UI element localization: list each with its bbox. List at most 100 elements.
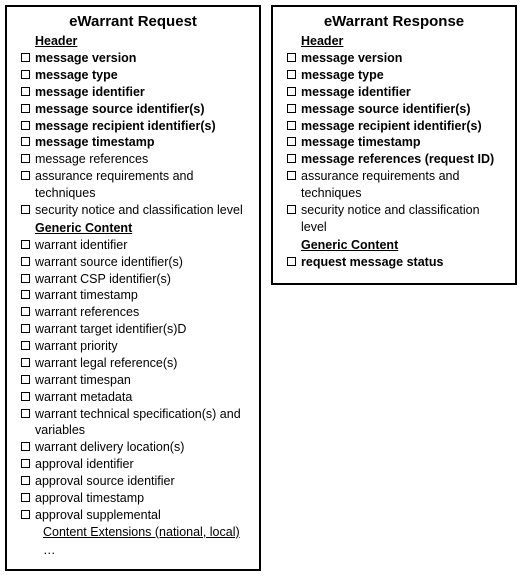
request-item-label: warrant source identifier(s) [35,254,251,271]
checkbox-icon [21,87,30,96]
response-item: message references (request ID) [287,151,507,168]
response-item-label: message identifier [301,84,507,101]
request-item: warrant technical specification(s) and v… [21,406,251,440]
request-item: approval supplemental [21,507,251,524]
response-item-label: request message status [301,254,507,271]
checkbox-icon [21,274,30,283]
request-item: warrant identifier [21,237,251,254]
response-item-label: security notice and classification level [301,202,507,236]
request-section-heading: Generic Content [35,221,251,235]
checkbox-icon [21,53,30,62]
response-item-label: message version [301,50,507,67]
checkbox-icon [21,392,30,401]
extensions-dots: … [43,543,251,557]
checkbox-icon [21,205,30,214]
response-item: message timestamp [287,134,507,151]
checkbox-icon [21,257,30,266]
request-item-label: approval supplemental [35,507,251,524]
request-item-label: warrant CSP identifier(s) [35,271,251,288]
checkbox-icon [287,205,296,214]
checkbox-icon [21,307,30,316]
request-item-label: approval timestamp [35,490,251,507]
checkbox-icon [21,459,30,468]
checkbox-icon [287,257,296,266]
request-title: eWarrant Request [15,13,251,30]
request-item: approval source identifier [21,473,251,490]
request-item-label: message source identifier(s) [35,101,251,118]
checkbox-icon [21,154,30,163]
checkbox-icon [21,104,30,113]
checkbox-icon [21,70,30,79]
checkbox-icon [21,290,30,299]
request-item: warrant CSP identifier(s) [21,271,251,288]
checkbox-icon [21,476,30,485]
request-item: warrant metadata [21,389,251,406]
response-item-label: message references (request ID) [301,151,507,168]
request-item: message references [21,151,251,168]
request-item-label: message version [35,50,251,67]
request-item-label: approval identifier [35,456,251,473]
response-section-heading: Generic Content [301,238,507,252]
response-item: message recipient identifier(s) [287,118,507,135]
checkbox-icon [287,87,296,96]
request-item-label: approval source identifier [35,473,251,490]
request-panel: eWarrant Request Headermessage versionme… [5,5,261,571]
request-item: warrant legal reference(s) [21,355,251,372]
checkbox-icon [21,493,30,502]
request-item: warrant references [21,304,251,321]
request-item: warrant source identifier(s) [21,254,251,271]
checkbox-icon [21,510,30,519]
request-item: warrant timestamp [21,287,251,304]
response-item-label: message recipient identifier(s) [301,118,507,135]
request-item-label: warrant delivery location(s) [35,439,251,456]
checkbox-icon [287,121,296,130]
request-item-label: message recipient identifier(s) [35,118,251,135]
checkbox-icon [21,137,30,146]
request-item-label: warrant references [35,304,251,321]
response-item-label: message timestamp [301,134,507,151]
checkbox-icon [287,171,296,180]
response-item: assurance requirements and techniques [287,168,507,202]
response-section-heading: Header [301,34,507,48]
checkbox-icon [21,240,30,249]
checkbox-icon [21,442,30,451]
request-item-label: warrant technical specification(s) and v… [35,406,251,440]
request-item-label: message timestamp [35,134,251,151]
request-item: warrant timespan [21,372,251,389]
response-item: request message status [287,254,507,271]
request-item-label: warrant legal reference(s) [35,355,251,372]
request-item-label: security notice and classification level [35,202,251,219]
request-item-label: warrant priority [35,338,251,355]
request-section-heading: Header [35,34,251,48]
response-item: message identifier [287,84,507,101]
request-item-label: message references [35,151,251,168]
request-item: assurance requirements and techniques [21,168,251,202]
request-item: warrant priority [21,338,251,355]
checkbox-icon [287,154,296,163]
request-item: message timestamp [21,134,251,151]
response-item-label: message source identifier(s) [301,101,507,118]
response-item: message type [287,67,507,84]
checkbox-icon [287,70,296,79]
request-item-label: warrant timestamp [35,287,251,304]
request-item: message version [21,50,251,67]
checkbox-icon [21,324,30,333]
response-item-label: message type [301,67,507,84]
diagram-container: eWarrant Request Headermessage versionme… [5,5,517,571]
request-item: message type [21,67,251,84]
checkbox-icon [21,121,30,130]
request-item-label: warrant target identifier(s)D [35,321,251,338]
request-item-label: message identifier [35,84,251,101]
request-item-label: message type [35,67,251,84]
request-item: approval timestamp [21,490,251,507]
checkbox-icon [287,104,296,113]
response-item: security notice and classification level [287,202,507,236]
response-panel: eWarrant Response Headermessage versionm… [271,5,517,285]
request-item-label: assurance requirements and techniques [35,168,251,202]
response-title: eWarrant Response [281,13,507,30]
request-item-label: warrant metadata [35,389,251,406]
request-item-label: warrant timespan [35,372,251,389]
request-item: message recipient identifier(s) [21,118,251,135]
checkbox-icon [21,375,30,384]
response-sections: Headermessage versionmessage typemessage… [281,34,507,271]
